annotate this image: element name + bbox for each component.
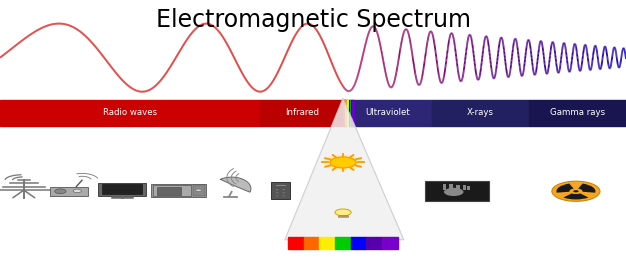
Bar (432, 100, 529, 126)
Bar (343, 100, 345, 126)
Bar (456, 185, 459, 190)
Bar (347, 100, 349, 126)
Bar (338, 216, 348, 217)
Bar (0, 100, 260, 126)
Text: X-rays: X-rays (467, 108, 494, 117)
Bar (319, 237, 335, 249)
Bar (50, 187, 88, 195)
Text: Radio waves: Radio waves (103, 108, 157, 117)
Circle shape (282, 189, 285, 190)
Bar (102, 184, 142, 194)
Polygon shape (220, 177, 251, 192)
Bar (463, 185, 466, 190)
Text: Electromagnetic Spectrum: Electromagnetic Spectrum (155, 8, 471, 32)
Bar (345, 100, 347, 126)
Bar (271, 182, 290, 199)
Bar (157, 187, 181, 195)
Wedge shape (578, 184, 595, 193)
Wedge shape (557, 184, 573, 193)
Circle shape (570, 189, 582, 194)
Bar (366, 237, 382, 249)
Circle shape (282, 192, 285, 194)
Circle shape (55, 189, 66, 194)
Bar (352, 100, 354, 126)
Bar (344, 100, 432, 126)
Circle shape (275, 195, 279, 197)
Circle shape (330, 157, 356, 168)
Wedge shape (563, 193, 588, 199)
Circle shape (73, 189, 81, 193)
Bar (382, 237, 398, 249)
Bar (153, 185, 192, 196)
Bar (288, 237, 304, 249)
Bar (349, 100, 351, 126)
Circle shape (324, 154, 362, 171)
Circle shape (282, 195, 285, 197)
Circle shape (335, 209, 351, 216)
Bar (425, 181, 489, 200)
Bar (351, 237, 366, 249)
Bar (335, 237, 351, 249)
Bar (98, 183, 146, 195)
Bar (275, 184, 285, 186)
Circle shape (444, 188, 463, 196)
Bar (151, 184, 206, 197)
Bar (443, 184, 446, 190)
Bar (193, 185, 205, 196)
Bar (449, 184, 453, 190)
Circle shape (275, 189, 279, 190)
Bar (467, 186, 470, 190)
Bar (351, 100, 352, 126)
Bar (338, 215, 348, 216)
Text: Ultraviolet: Ultraviolet (366, 108, 411, 117)
Circle shape (195, 189, 202, 192)
Text: Gamma rays: Gamma rays (550, 108, 605, 117)
Polygon shape (285, 98, 404, 240)
Circle shape (552, 181, 600, 201)
Bar (529, 100, 626, 126)
Text: Infrared: Infrared (285, 108, 319, 117)
Circle shape (573, 190, 578, 192)
Bar (260, 100, 344, 126)
Bar (304, 237, 319, 249)
Circle shape (275, 192, 279, 194)
